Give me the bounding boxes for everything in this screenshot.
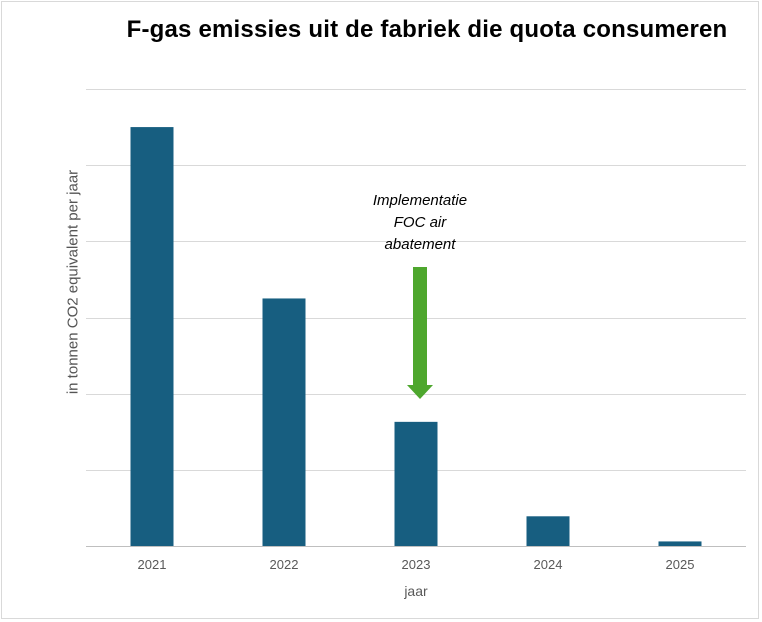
annotation: Implementatie FOC air abatement [373,192,467,399]
chart-title: F-gas emissies uit de fabriek die quota … [126,16,728,43]
x-tick-2022: 2022 [270,557,299,572]
bars [130,127,702,546]
x-tick-2021: 2021 [138,557,167,572]
bar-2023 [394,421,438,546]
x-tick-2024: 2024 [534,557,563,572]
x-tick-2025: 2025 [666,557,695,572]
bar-2021 [130,127,174,546]
annotation-line: Implementatie [373,192,467,209]
annotation-line: FOC air [394,214,448,231]
x-tick-2023: 2023 [402,557,431,572]
x-tick-labels: 2021 2022 2023 2024 2025 [138,557,695,572]
bar-2022 [262,298,306,546]
bar-2024 [526,516,570,546]
down-arrow-icon [407,267,433,399]
x-axis-label: jaar [404,583,428,599]
gridlines [86,89,746,547]
bar-2025 [658,541,702,546]
annotation-line: abatement [385,236,457,253]
